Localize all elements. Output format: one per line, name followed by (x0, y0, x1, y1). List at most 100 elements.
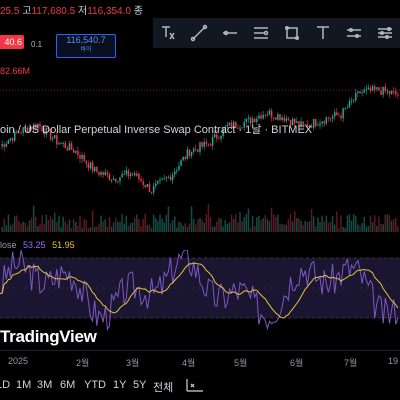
candle-body (26, 127, 29, 133)
candle-body (142, 181, 144, 185)
ohlc-high: 117,680.5 (31, 6, 76, 17)
candle-body (294, 118, 296, 123)
rsi-ma-value: 51.95 (52, 240, 75, 250)
candle-body (334, 112, 336, 117)
volume-bar (289, 214, 292, 232)
candle-body (129, 174, 132, 176)
volume-bar (241, 220, 243, 232)
volume-bar (304, 220, 306, 232)
candle-body (380, 90, 382, 95)
candle-body (197, 149, 199, 152)
ohlc-high-label: 고 (22, 6, 32, 17)
candle-body (336, 112, 338, 116)
candle-body (237, 127, 239, 129)
candle-body (395, 91, 397, 95)
drawing-toolbar (153, 18, 400, 48)
volume-bar (43, 224, 45, 232)
text-tool-icon[interactable] (314, 24, 332, 42)
volume-bar (174, 216, 176, 232)
candle-body (392, 91, 395, 92)
timeframe-ytd[interactable]: YTD (84, 379, 106, 391)
horizontal-ray-icon[interactable] (221, 24, 239, 42)
timeframe-1d[interactable]: 1D (0, 379, 11, 391)
candle-body (308, 125, 311, 128)
candle-body (152, 186, 155, 193)
price-chart[interactable] (0, 60, 400, 235)
candle-body (182, 157, 184, 161)
candle-body (58, 143, 60, 145)
candle-body (176, 170, 178, 172)
volume-bar (18, 221, 20, 232)
candle-body (239, 127, 241, 129)
volume-bar (365, 226, 368, 232)
volume-bar (75, 221, 77, 232)
volume-bar (22, 221, 24, 232)
candle-body (211, 137, 214, 146)
volume-bar (371, 222, 374, 232)
spread-value: 0.1 (31, 40, 43, 49)
candle-body (106, 172, 109, 175)
timeframe-all[interactable]: 전체 (153, 382, 174, 394)
volume-bar (338, 227, 340, 232)
settings-sliders-icon[interactable] (376, 24, 394, 42)
candle-body (45, 127, 48, 135)
volume-bar (310, 208, 313, 232)
candle-body (96, 166, 98, 172)
volume-bar (317, 217, 319, 232)
volume-bar (232, 218, 235, 232)
volume-bar (254, 226, 256, 232)
volume-bar (146, 224, 149, 232)
measure-icon[interactable] (345, 24, 363, 42)
candle-body (112, 178, 115, 180)
timeframe-1m[interactable]: 1M (16, 379, 32, 391)
rsi-source-label: lose (0, 240, 17, 250)
rectangle-icon[interactable] (283, 24, 301, 42)
volume-bar (199, 218, 201, 232)
sell-button[interactable]: 40.6 (0, 35, 24, 49)
timeframe-6m[interactable]: 6M (60, 379, 76, 391)
volume-bar (361, 223, 363, 232)
volume-bar (37, 226, 39, 232)
candle-body (218, 138, 220, 140)
compare-icon[interactable] (186, 378, 204, 392)
volume-bar (79, 216, 81, 232)
candle-body (230, 122, 233, 129)
buy-button[interactable]: 116,540.7 바이 (56, 34, 116, 58)
candle-body (43, 131, 45, 135)
candle-body (323, 121, 325, 124)
timeframe-3m[interactable]: 3M (37, 379, 53, 391)
candle-body (83, 155, 85, 162)
volume-bar (230, 214, 233, 232)
volume-bar (7, 214, 10, 232)
candle-body (390, 91, 393, 94)
candle-body (277, 114, 279, 120)
candle-body (7, 140, 10, 144)
candle-body (241, 127, 243, 129)
volume-bar (281, 224, 283, 232)
volume-bar (374, 215, 376, 232)
rsi-chart[interactable] (0, 250, 400, 350)
trend-line-icon[interactable] (190, 24, 208, 42)
candle-body (289, 120, 292, 126)
volume-bar (161, 218, 163, 232)
timeframe-1y[interactable]: 1Y (113, 379, 127, 391)
volume-bar (20, 223, 22, 232)
timeframe-5y[interactable]: 5Y (133, 379, 147, 391)
x-tick: 2025 (8, 356, 29, 366)
volume-bar (195, 224, 197, 232)
rsi-line (0, 250, 399, 331)
volume-bar (176, 227, 178, 232)
candle-body (365, 89, 368, 91)
candle-body (266, 114, 269, 116)
candle-body (75, 150, 77, 153)
candle-body (371, 86, 374, 91)
candle-body (245, 118, 248, 123)
candle-body (291, 118, 294, 126)
text-cursor-icon[interactable] (159, 24, 177, 42)
volume-bar (249, 227, 252, 232)
volume-bar (203, 222, 205, 232)
volume-bar (344, 227, 346, 232)
candle-body (247, 117, 250, 119)
volume-bar (359, 225, 361, 232)
fib-icon[interactable] (252, 24, 270, 42)
